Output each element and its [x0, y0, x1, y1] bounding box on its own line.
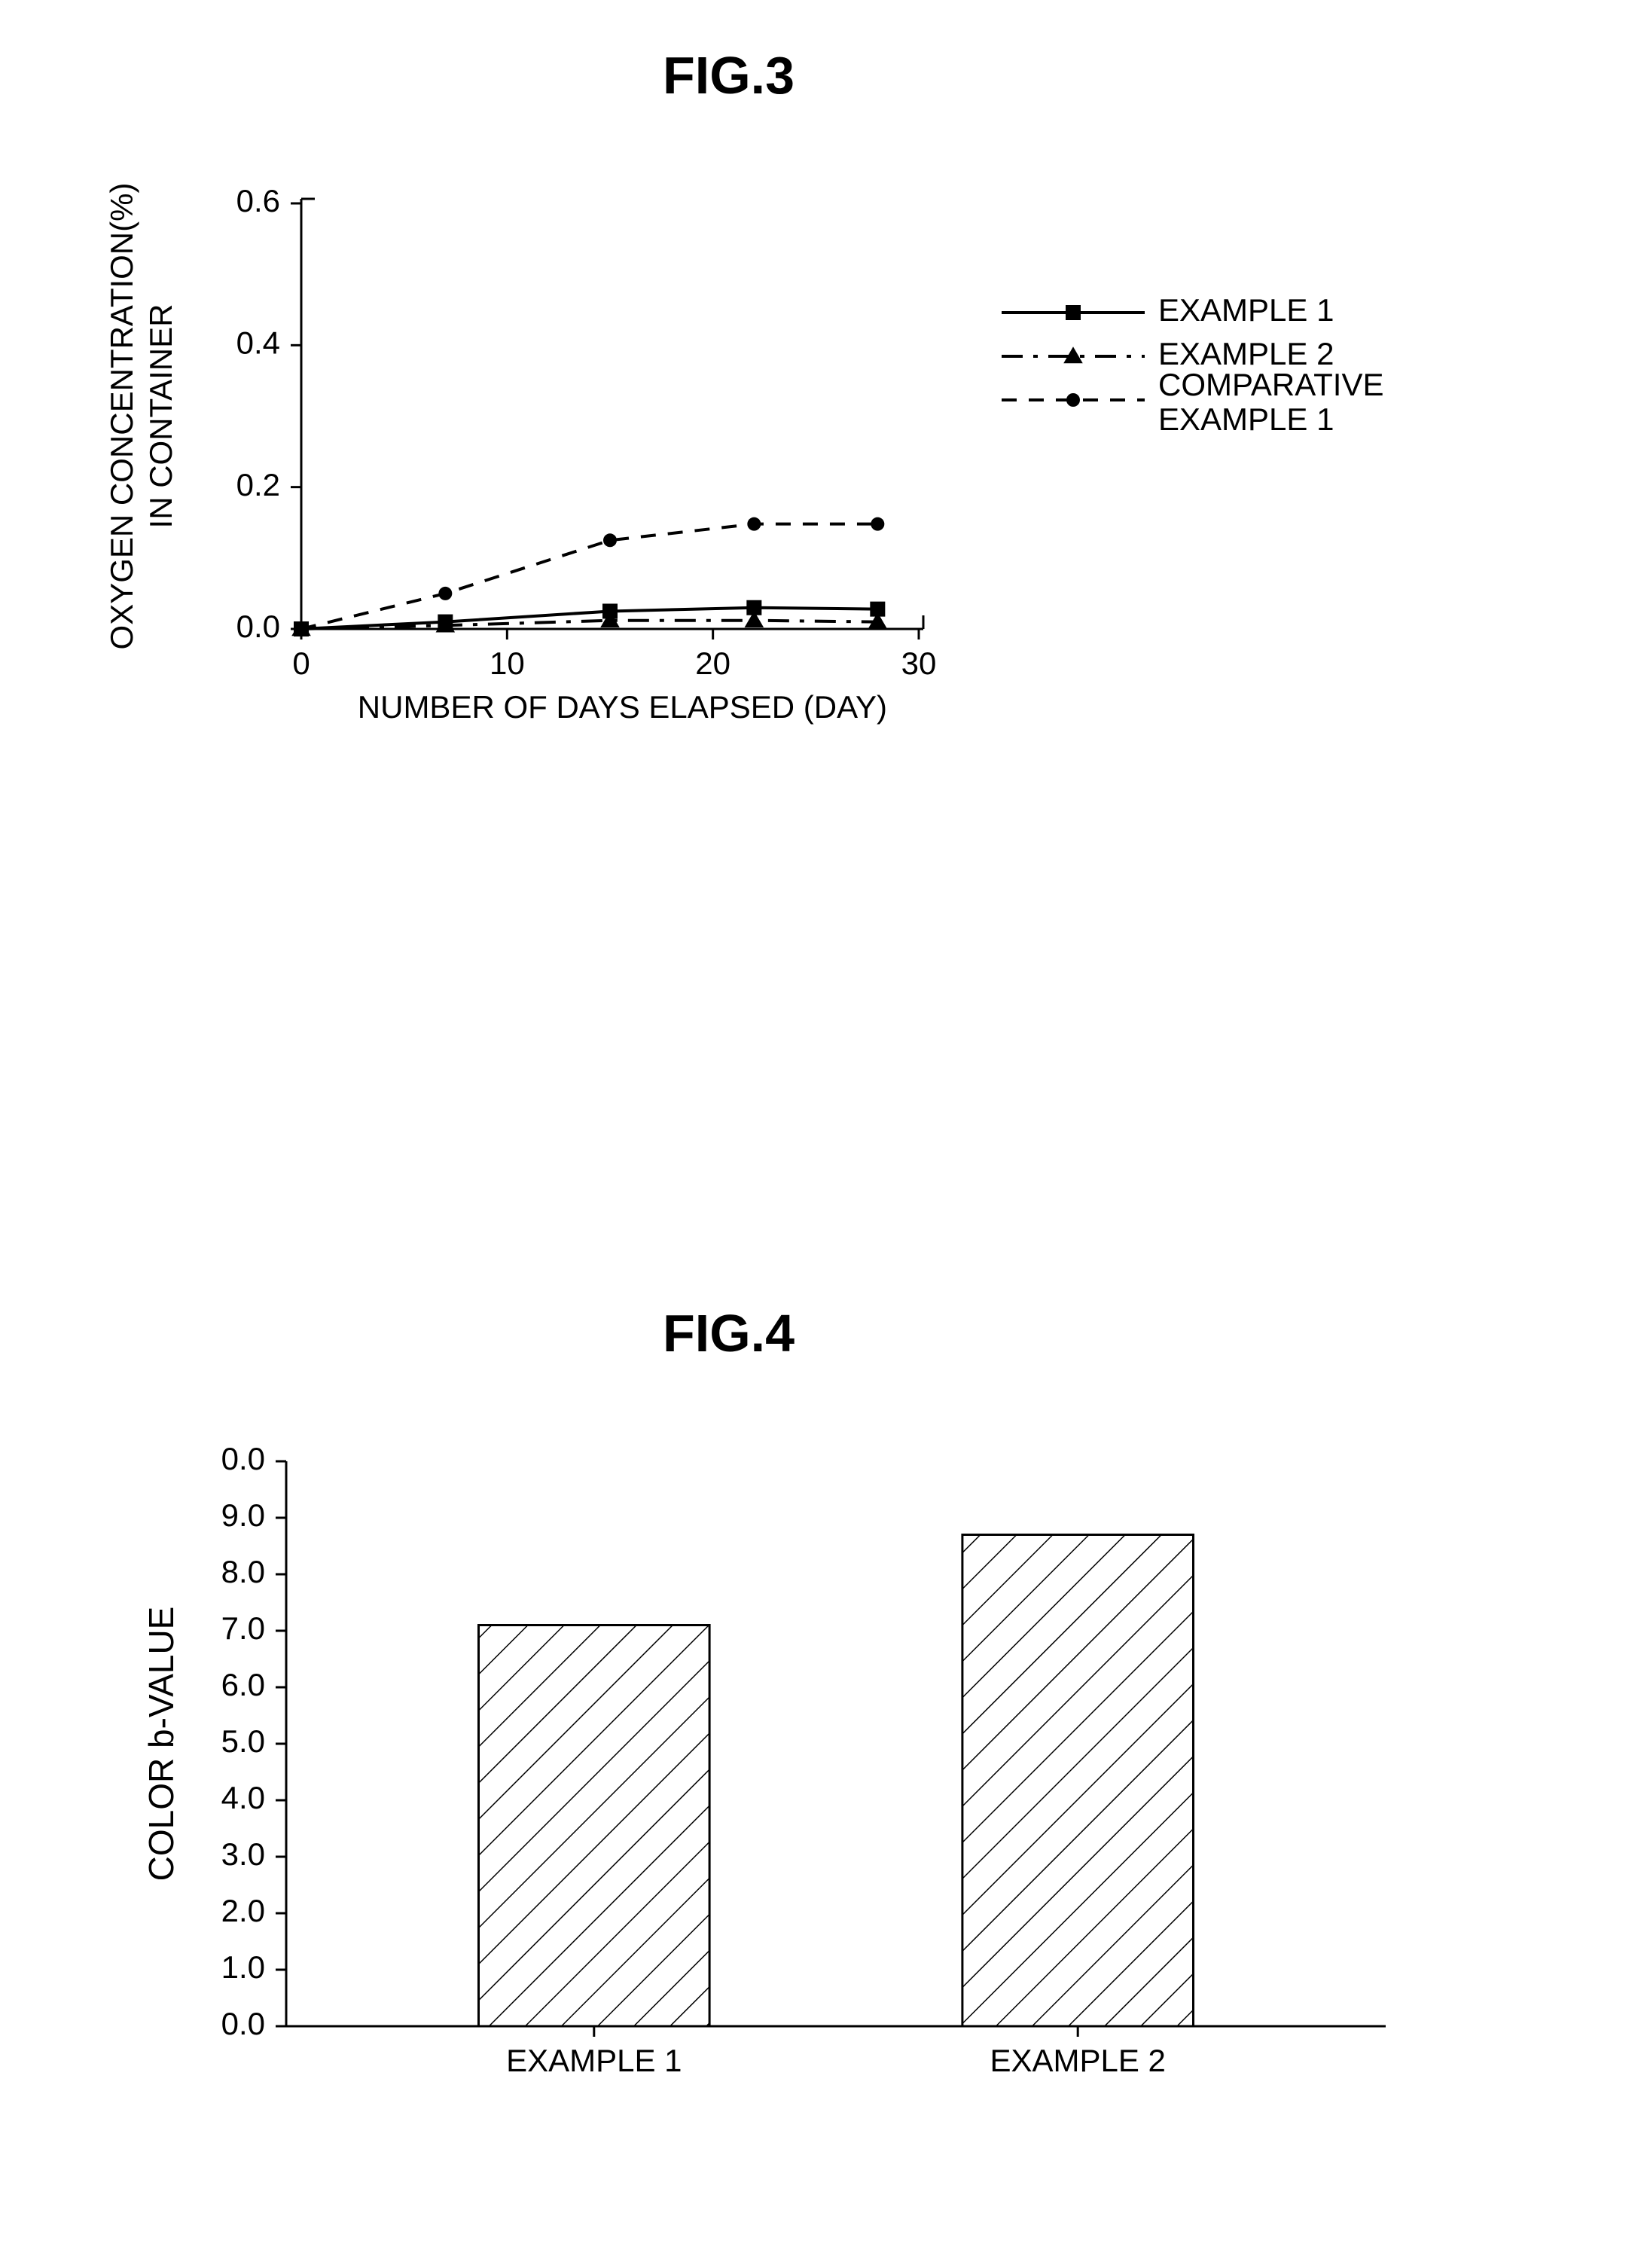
fig3-xtick-label: 10: [490, 646, 525, 681]
fig4-ytick-label: 7.0: [221, 1610, 265, 1646]
fig3-ytick-label: 0.6: [236, 183, 280, 218]
marker-circle: [871, 517, 884, 531]
fig3-ytick-label: 0.4: [236, 325, 280, 360]
page: FIG.3 0.0 0.2 0.4 0.6 0 10 20 30 NUMBER OF DAYS …: [0, 0, 1644, 2268]
fig3-ytick-label: 0.2: [236, 467, 280, 502]
marker-square: [1066, 305, 1081, 320]
fig4-bar: [479, 1625, 710, 2027]
fig3-legend-label: COMPARATIVE: [1158, 367, 1383, 402]
marker-circle: [747, 517, 761, 531]
fig4-ytick-label: 6.0: [221, 1667, 265, 1702]
fig3-legend-label: EXAMPLE 1: [1158, 292, 1334, 328]
fig3-chart: 0.0 0.2 0.4 0.6 0 10 20 30 NUMBER OF DAYS ELAPSE…: [90, 181, 1559, 798]
fig4-ytick-label: 3.0: [221, 1836, 265, 1872]
marker-circle: [1066, 393, 1080, 407]
fig3-xtick-label: 20: [695, 646, 730, 681]
fig4-title: FIG.4: [663, 1303, 795, 1363]
fig3-ylabel-line1: OXYGEN CONCENTRATION(%): [104, 183, 139, 650]
fig4-category-label: EXAMPLE 2: [990, 2043, 1165, 2078]
fig3-title: FIG.3: [663, 45, 795, 105]
fig4-ytick-label: 1.0: [221, 1949, 265, 1985]
fig4-chart: 0.0 1.0 2.0 3.0 4.0 5.0 6.0 7.0 8.0 9.0 0.0 COLOR b…: [90, 1446, 1446, 2139]
fig3-legend-label: EXAMPLE 1: [1158, 401, 1334, 437]
fig4-ytick-label: 0.0: [221, 2006, 265, 2041]
fig4-ytick-label: 5.0: [221, 1723, 265, 1759]
fig4-bar: [962, 1535, 1194, 2027]
fig4-ytick-label: 9.0: [221, 1497, 265, 1533]
fig4-category-label: EXAMPLE 1: [506, 2043, 682, 2078]
fig3-ylabel-line2: IN CONTAINER: [143, 304, 178, 529]
fig3-xlabel: NUMBER OF DAYS ELAPSED (DAY): [358, 689, 887, 725]
fig3-xtick-label: 30: [901, 646, 937, 681]
marker-circle: [294, 622, 308, 636]
fig3-series-line: [301, 608, 877, 629]
fig4-ytick-label: 4.0: [221, 1780, 265, 1815]
fig4-ytick-label: 0.0: [221, 1446, 265, 1476]
fig4-ytick-label: 2.0: [221, 1893, 265, 1928]
marker-circle: [438, 587, 452, 600]
marker-circle: [603, 533, 617, 547]
fig4-ylabel: COLOR b-VALUE: [142, 1607, 181, 1882]
fig4-ytick-label: 8.0: [221, 1554, 265, 1589]
fig3-ytick-label: 0.0: [236, 609, 280, 644]
fig3-xtick-label: 0: [292, 646, 310, 681]
